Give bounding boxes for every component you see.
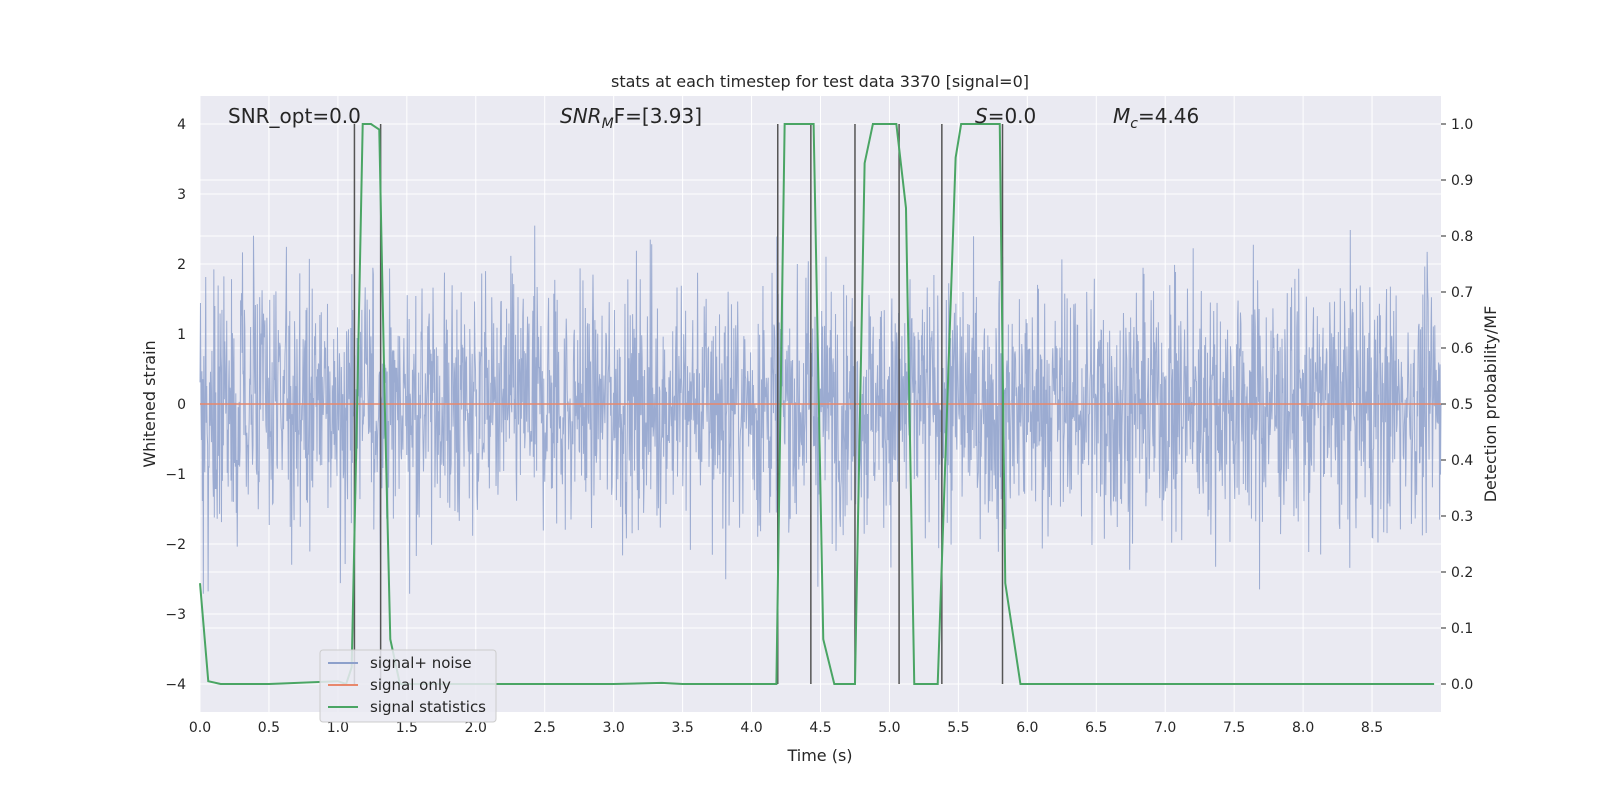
x-axis-label: Time (s) xyxy=(786,746,852,765)
y-right-tick-label: 0.4 xyxy=(1451,453,1473,469)
x-tick-label: 7.5 xyxy=(1223,720,1245,736)
y-right-tick-label: 0.1 xyxy=(1451,621,1473,637)
annotation-mc: Mc=4.46 xyxy=(1113,104,1199,132)
y-right-tick-label: 0.0 xyxy=(1451,677,1473,693)
x-tick-labels: 0.0 0.5 1.0 1.5 2.0 2.5 3.0 3.5 4.0 4.5 5.0 5.5 6.0 6… xyxy=(189,720,1383,736)
y-right-tick-label: 0.8 xyxy=(1451,229,1473,245)
x-tick-label: 5.5 xyxy=(947,720,969,736)
x-tick-label: 4.5 xyxy=(809,720,831,736)
y-right-axis-label: Detection probability/MF xyxy=(1481,306,1500,503)
x-tick-label: 2.0 xyxy=(465,720,487,736)
y-right-tick-label: 0.6 xyxy=(1451,341,1473,357)
x-tick-label: 8.5 xyxy=(1361,720,1383,736)
annotation-s: S=0.0 xyxy=(975,104,1036,128)
y-right-tick-label: 0.2 xyxy=(1451,565,1473,581)
x-tick-label: 3.0 xyxy=(603,720,625,736)
legend-label-noise: signal+ noise xyxy=(370,654,472,672)
series-signal-noise xyxy=(199,225,1442,594)
series-signal-statistics xyxy=(199,123,1435,686)
annotation-snr-mf: SNRMF=[3.93] xyxy=(560,104,702,132)
y-right-tick-label: 1.0 xyxy=(1451,117,1473,133)
y-left-tick-label: 0 xyxy=(177,397,186,413)
y-right-tick-labels: 1.0 0.9 0.8 0.7 0.6 0.5 0.4 0.3 0.2 0.1 0.0 xyxy=(1441,117,1473,693)
snr-mf-rest: F=[3.93] xyxy=(614,104,702,128)
legend-label-signal: signal only xyxy=(370,676,451,694)
y-left-tick-label: 4 xyxy=(177,117,186,133)
x-tick-label: 8.0 xyxy=(1292,720,1314,736)
y-left-tick-label: 2 xyxy=(177,257,186,273)
y-right-tick-label: 0.9 xyxy=(1451,173,1473,189)
x-tick-label: 7.0 xyxy=(1154,720,1176,736)
x-tick-label: 1.5 xyxy=(396,720,418,736)
y-left-tick-label: −1 xyxy=(165,467,186,483)
y-left-tick-label: −3 xyxy=(165,607,186,623)
x-tick-label: 4.0 xyxy=(740,720,762,736)
x-tick-label: 2.5 xyxy=(534,720,556,736)
x-tick-label: 6.5 xyxy=(1085,720,1107,736)
legend-box xyxy=(319,649,497,723)
x-tick-label: 0.0 xyxy=(189,720,211,736)
statistics-line xyxy=(199,123,1435,686)
chart-title: stats at each timestep for test data 337… xyxy=(611,72,1029,91)
y-left-tick-label: 1 xyxy=(177,327,186,343)
snr-mf-sub: M xyxy=(602,116,614,132)
y-right-tick-label: 0.3 xyxy=(1451,509,1473,525)
noise-line xyxy=(199,225,1442,594)
s-rest: =0.0 xyxy=(988,104,1037,128)
x-tick-label: 3.5 xyxy=(671,720,693,736)
y-left-tick-labels: 4 3 2 1 0 −1 −2 −3 −4 xyxy=(165,117,186,693)
y-left-tick-label: −4 xyxy=(165,677,186,693)
y-right-tick-label: 0.5 xyxy=(1451,397,1473,413)
y-right-tick-label: 0.7 xyxy=(1451,285,1473,301)
snr-mf-main: SNR xyxy=(560,104,602,128)
x-tick-label: 5.0 xyxy=(878,720,900,736)
x-tick-label: 0.5 xyxy=(258,720,280,736)
y-left-tick-label: 3 xyxy=(177,187,186,203)
y-left-axis-label: Whitened strain xyxy=(140,340,159,467)
mc-rest: =4.46 xyxy=(1138,104,1199,128)
s-main: S xyxy=(975,104,988,128)
x-tick-label: 1.0 xyxy=(327,720,349,736)
mc-sub: c xyxy=(1130,116,1138,132)
y-left-tick-label: −2 xyxy=(165,537,186,553)
legend-label-stats: signal statistics xyxy=(370,698,486,716)
x-tick-label: 6.0 xyxy=(1016,720,1038,736)
mc-main: M xyxy=(1113,104,1130,128)
legend: signal+ noise signal only signal statist… xyxy=(319,649,497,723)
annotation-snr-opt: SNR_opt=0.0 xyxy=(228,104,361,128)
